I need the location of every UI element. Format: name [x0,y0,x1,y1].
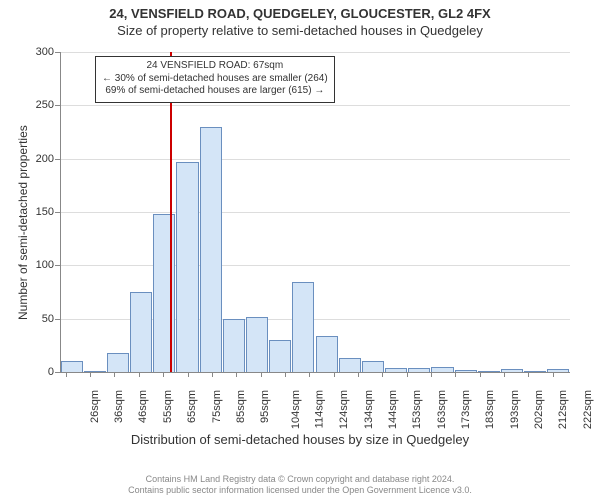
histogram-bar [176,162,198,372]
gridline [60,265,570,266]
x-tick-label: 193sqm [509,390,521,429]
y-tick-label: 150 [24,206,54,218]
x-tick-label: 183sqm [484,390,496,429]
chart-container: 24, VENSFIELD ROAD, QUEDGELEY, GLOUCESTE… [0,0,600,500]
y-axis-line [60,52,61,372]
y-tick-label: 0 [24,366,54,378]
x-tick-label: 75sqm [211,390,223,423]
footer: Contains HM Land Registry data © Crown c… [0,474,600,496]
histogram-bar [292,282,314,372]
x-tick-label: 173sqm [460,390,472,429]
histogram-bar [316,336,338,372]
histogram-bar [339,358,361,372]
x-tick-label: 95sqm [259,390,271,423]
title-line1: 24, VENSFIELD ROAD, QUEDGELEY, GLOUCESTE… [0,6,600,21]
x-tick-label: 114sqm [313,390,325,428]
y-tick-label: 200 [24,153,54,165]
x-tick-label: 144sqm [387,390,399,429]
annotation-line2: ← 30% of semi-detached houses are smalle… [102,73,328,86]
title-block: 24, VENSFIELD ROAD, QUEDGELEY, GLOUCESTE… [0,6,600,38]
x-axis-line [60,372,570,373]
histogram-bar [269,340,291,372]
x-tick-label: 124sqm [338,390,350,429]
x-tick-label: 26sqm [89,390,101,423]
y-tick-label: 100 [24,259,54,271]
histogram-bar [246,317,268,372]
x-tick-label: 212sqm [557,390,569,429]
annotation-line3: 69% of semi-detached houses are larger (… [102,85,328,98]
annotation-box: 24 VENSFIELD ROAD: 67sqm← 30% of semi-de… [95,56,335,103]
footer-line1: Contains HM Land Registry data © Crown c… [0,474,600,485]
histogram-bar [153,214,175,372]
y-tick-label: 50 [24,313,54,325]
x-tick-label: 104sqm [290,390,302,429]
x-tick-label: 36sqm [113,390,125,423]
x-tick-label: 85sqm [235,390,247,423]
histogram-bar [130,292,152,372]
x-tick-label: 163sqm [436,390,448,429]
histogram-bar [61,361,83,372]
x-tick-label: 46sqm [138,390,150,423]
title-line2: Size of property relative to semi-detach… [0,23,600,38]
x-axis-label: Distribution of semi-detached houses by … [0,432,600,447]
x-tick-label: 153sqm [411,390,423,429]
y-tick-label: 250 [24,99,54,111]
footer-line2: Contains public sector information licen… [0,485,600,496]
histogram-bar [223,319,245,372]
x-tick-label: 55sqm [162,390,174,423]
x-tick-label: 134sqm [363,390,375,429]
annotation-line1: 24 VENSFIELD ROAD: 67sqm [102,60,328,73]
gridline [60,159,570,160]
y-tick-label: 300 [24,46,54,58]
x-tick-label: 202sqm [533,390,545,429]
histogram-bar [107,353,129,372]
histogram-bar [200,127,222,372]
x-tick-label: 65sqm [186,390,198,423]
x-tick-label: 222sqm [582,390,594,429]
gridline [60,212,570,213]
gridline [60,52,570,53]
histogram-bar [362,361,384,372]
gridline [60,105,570,106]
